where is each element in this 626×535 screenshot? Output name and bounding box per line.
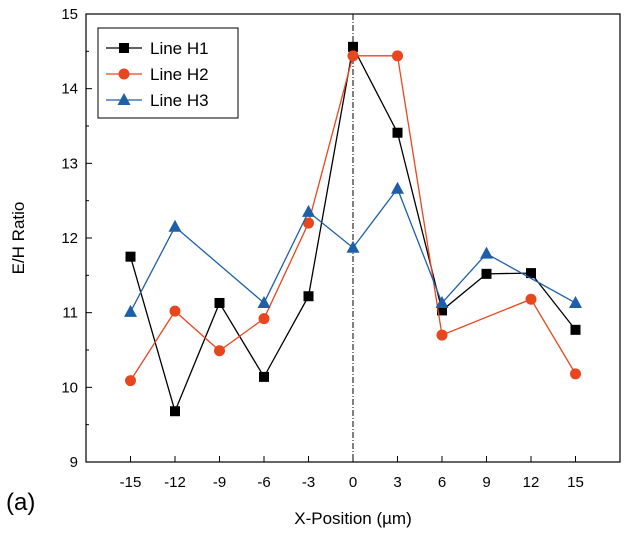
x-tick-label: -3 [302, 474, 315, 491]
y-tick-label: 13 [61, 155, 78, 172]
data-point [346, 240, 360, 253]
data-point [169, 305, 181, 317]
series-3 [124, 181, 582, 317]
data-point [125, 375, 136, 387]
data-point [214, 297, 225, 308]
series-2 [125, 50, 581, 387]
data-point [526, 268, 536, 279]
data-point [570, 324, 581, 335]
data-point [125, 251, 136, 262]
data-point [570, 368, 581, 380]
data-point [258, 313, 270, 325]
data-point [569, 295, 582, 308]
y-tick-label: 14 [61, 81, 78, 98]
data-point [392, 127, 403, 138]
data-point [481, 268, 492, 279]
y-tick-label: 15 [61, 6, 78, 23]
legend-marker [118, 68, 130, 80]
legend-label: Line H1 [150, 39, 209, 58]
x-tick-label: -15 [120, 474, 142, 491]
legend-marker [119, 43, 129, 53]
legend-item: Line H3 [106, 91, 209, 110]
data-point [214, 345, 225, 357]
x-tick-label: 15 [567, 474, 584, 491]
legend-item: Line H2 [106, 65, 209, 84]
x-tick-label: 3 [393, 474, 401, 491]
data-point [170, 406, 180, 417]
x-axis-label: X-Position (µm) [294, 509, 411, 528]
data-point [168, 219, 182, 232]
data-point [435, 295, 449, 308]
legend-item: Line H1 [106, 39, 209, 58]
x-tick-label: -9 [213, 474, 226, 491]
data-point [303, 291, 314, 302]
data-point [348, 41, 358, 52]
data-point [436, 329, 448, 341]
data-point [391, 181, 404, 194]
series-line [129, 55, 577, 381]
legend-label: Line H3 [150, 91, 209, 110]
y-tick-label: 10 [61, 379, 78, 396]
data-point [525, 293, 537, 305]
legend-label: Line H2 [150, 65, 209, 84]
y-tick-label: 9 [70, 454, 78, 471]
x-tick-label: -6 [257, 474, 270, 491]
data-point [437, 305, 447, 316]
panel-label: (a) [6, 489, 35, 516]
data-point [392, 50, 403, 62]
y-tick-label: 12 [61, 230, 78, 247]
data-point [480, 246, 493, 259]
x-tick-label: 9 [482, 474, 490, 491]
y-axis-label: E/H Ratio [9, 202, 28, 275]
x-tick-label: 6 [438, 474, 446, 491]
x-tick-label: -12 [164, 474, 186, 491]
data-point [259, 371, 269, 382]
data-point [303, 217, 314, 229]
series-1 [125, 41, 581, 417]
data-point [347, 50, 359, 62]
x-tick-label: 12 [523, 474, 540, 491]
legend-marker [117, 93, 131, 105]
y-tick-label: 11 [62, 305, 78, 322]
data-point [257, 295, 271, 308]
data-point [124, 304, 137, 317]
x-tick-label: 0 [349, 474, 357, 491]
data-point [302, 204, 315, 217]
